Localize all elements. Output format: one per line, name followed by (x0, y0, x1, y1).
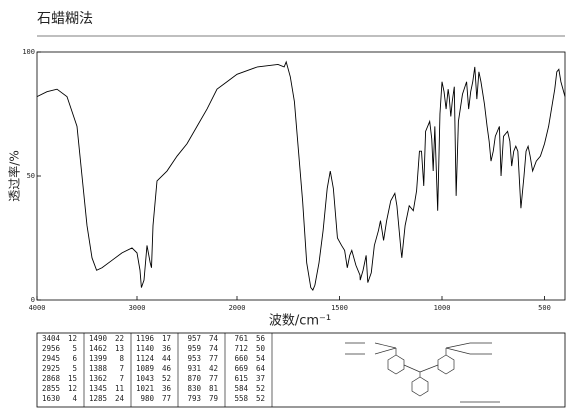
table-cell: 77 (209, 354, 218, 363)
table-cell: 3404 (42, 334, 61, 343)
table-cell: 74 (209, 334, 219, 343)
table-cell: 980 (140, 394, 154, 403)
table-cell: 7 (119, 364, 124, 373)
table-cell: 957 (187, 334, 201, 343)
table-cell: 1630 (42, 394, 61, 403)
table-cell: 1140 (136, 344, 155, 353)
table-cell: 79 (209, 394, 218, 403)
table-cell: 1345 (89, 384, 107, 393)
y-tick-label: 100 (22, 48, 35, 56)
table-cell: 7 (119, 374, 124, 383)
x-tick-label: 1000 (434, 304, 451, 312)
table-cell: 2945 (42, 354, 60, 363)
table-cell: 42 (209, 364, 218, 373)
table-cell: 81 (209, 384, 218, 393)
table-cell: 761 (234, 334, 248, 343)
table-cell: 1490 (89, 334, 108, 343)
table-cell: 615 (234, 374, 248, 383)
table-cell: 2925 (42, 364, 60, 373)
table-cell: 2868 (42, 374, 61, 383)
table-cell: 77 (162, 394, 171, 403)
table-cell: 46 (162, 364, 172, 373)
table-cell: 8 (119, 354, 124, 363)
table-cell: 54 (256, 354, 266, 363)
table-cell: 44 (162, 354, 172, 363)
table-cell: 17 (162, 334, 171, 343)
table-cell: 953 (187, 354, 201, 363)
x-tick-label: 4000 (29, 304, 46, 312)
table-cell: 11 (115, 384, 124, 393)
x-tick-label: 2000 (229, 304, 246, 312)
table-cell: 2855 (42, 384, 60, 393)
table-cell: 1285 (89, 394, 107, 403)
table-cell: 712 (234, 344, 248, 353)
table-cell: 669 (234, 364, 248, 373)
table-cell: 2956 (42, 344, 61, 353)
table-cell: 24 (115, 394, 125, 403)
table-cell: 830 (187, 384, 201, 393)
table-cell: 15 (68, 374, 77, 383)
table-cell: 13 (115, 344, 124, 353)
x-axis-label: 波数/cm⁻¹ (269, 314, 331, 329)
table-cell: 5 (72, 344, 77, 353)
y-tick-label: 0 (31, 296, 35, 304)
spectrum-line (36, 60, 566, 291)
x-tick-label: 1500 (331, 304, 348, 312)
table-cell: 6 (72, 354, 77, 363)
table-cell: 1196 (136, 334, 155, 343)
table-cell: 37 (256, 374, 265, 383)
table-cell: 1388 (89, 364, 108, 373)
table-cell: 52 (256, 394, 265, 403)
table-cell: 584 (234, 384, 248, 393)
x-tick-label: 500 (538, 304, 551, 312)
table-cell: 1399 (89, 354, 107, 363)
table-cell: 558 (234, 394, 248, 403)
x-tick-label: 3000 (129, 304, 146, 312)
table-cell: 1462 (89, 344, 107, 353)
table-cell: 5 (72, 364, 77, 373)
y-tick-label: 50 (27, 172, 35, 180)
table-cell: 56 (256, 334, 266, 343)
table-cell: 36 (162, 384, 172, 393)
table-cell: 52 (162, 374, 171, 383)
table-cell: 931 (187, 364, 201, 373)
table-cell: 1021 (136, 384, 154, 393)
table-frame (36, 332, 566, 408)
table-cell: 74 (209, 344, 219, 353)
table-cell: 64 (256, 364, 266, 373)
y-axis-label: 透过率/% (7, 150, 22, 201)
table-cell: 22 (115, 334, 124, 343)
table-cell: 1362 (89, 374, 107, 383)
table-cell: 50 (256, 344, 266, 353)
table-cell: 4 (72, 394, 77, 403)
chart-title: 石蜡糊法 (37, 11, 93, 27)
table-cell: 870 (187, 374, 201, 383)
table-cell: 77 (209, 374, 218, 383)
table-cell: 52 (256, 384, 265, 393)
table-cell: 660 (234, 354, 248, 363)
table-cell: 1089 (136, 364, 154, 373)
table-cell: 959 (187, 344, 201, 353)
structure (345, 342, 500, 403)
table-cell: 12 (68, 384, 77, 393)
table-cell: 36 (162, 344, 172, 353)
table-cell: 1124 (136, 354, 155, 363)
table-cell: 793 (187, 394, 201, 403)
table-cell: 12 (68, 334, 77, 343)
table-cell: 1043 (136, 374, 154, 383)
